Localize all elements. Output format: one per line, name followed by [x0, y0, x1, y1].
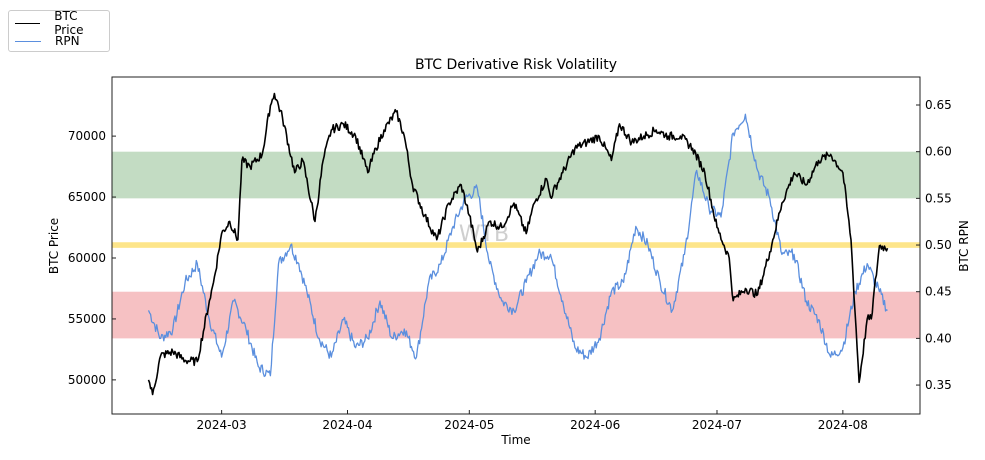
- x-tick-label: 2024-07: [692, 418, 742, 432]
- legend-label-btc-price: BTC Price: [54, 9, 84, 37]
- y2-tick-label: 0.50: [925, 238, 952, 252]
- legend-swatch-rpn: [15, 40, 41, 42]
- y-tick-label: 65000: [68, 190, 106, 204]
- y-tick-label: 55000: [68, 312, 106, 326]
- y2-tick-label: 0.65: [925, 98, 952, 112]
- y2-tick-label: 0.60: [925, 145, 952, 159]
- y2-tick-label: 0.55: [925, 191, 952, 205]
- chart-title: BTC Derivative Risk Volatility: [415, 57, 617, 73]
- y-axis-label: BTC Price: [47, 218, 61, 274]
- legend-swatch-btc-price: [15, 22, 41, 24]
- green-zone-band: [112, 151, 920, 199]
- legend: BTC Price RPN: [8, 9, 110, 52]
- y2-tick-label: 0.40: [925, 331, 952, 345]
- y-tick-label: 60000: [68, 251, 106, 265]
- x-tick-label: 2024-08: [818, 418, 868, 432]
- x-tick-label: 2024-04: [322, 418, 372, 432]
- series-line-rpn: [147, 113, 888, 378]
- y-tick-label: 50000: [68, 373, 106, 387]
- legend-label-rpn: RPN: [55, 34, 80, 48]
- x-tick-label: 2024-03: [197, 418, 247, 432]
- y2-axis-label: BTC RPN: [957, 220, 971, 272]
- yellow-line-band: [112, 242, 920, 248]
- x-axis-label: Time: [500, 433, 530, 447]
- x-tick-label: 2024-06: [570, 418, 620, 432]
- y2-tick-label: 0.45: [925, 285, 952, 299]
- y-tick-label: 70000: [68, 129, 106, 143]
- legend-item-btc-price: BTC Price: [15, 9, 109, 37]
- series-line-btc-price: [147, 92, 889, 396]
- legend-item-rpn: RPN: [15, 33, 80, 49]
- red-zone-band: [112, 291, 920, 339]
- x-tick-label: 2024-05: [444, 418, 494, 432]
- y2-tick-label: 0.35: [925, 378, 952, 392]
